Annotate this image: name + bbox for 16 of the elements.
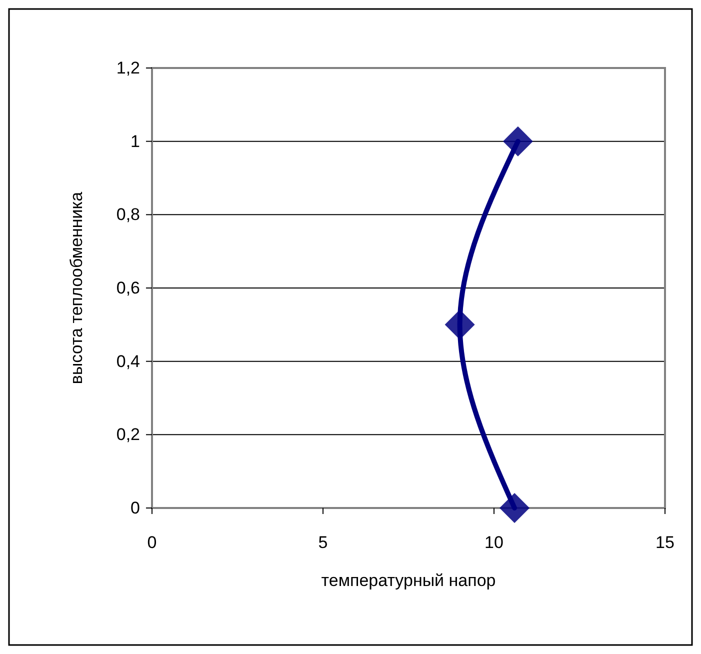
point [500, 493, 530, 523]
y-tick-label: 0,4 [116, 352, 140, 371]
y-tick-label: 0 [130, 498, 140, 518]
x-axis-title: температурный напор [321, 571, 496, 590]
x-tick-label: 5 [318, 533, 328, 552]
y-tick-label: 0,6 [116, 278, 140, 298]
y-tick-label: 0,8 [116, 205, 140, 224]
x-tick-label: 15 [656, 533, 674, 552]
point [444, 310, 475, 340]
x-tick-label: 10 [484, 533, 504, 552]
x-tick-label: 0 [147, 533, 157, 552]
point [502, 126, 533, 156]
y-tick-label: 1,2 [116, 58, 140, 78]
y-tick-label: 1 [130, 132, 140, 151]
y-axis-title: высота теплообменника [67, 191, 86, 384]
y-tick-label: 0,2 [116, 425, 140, 444]
